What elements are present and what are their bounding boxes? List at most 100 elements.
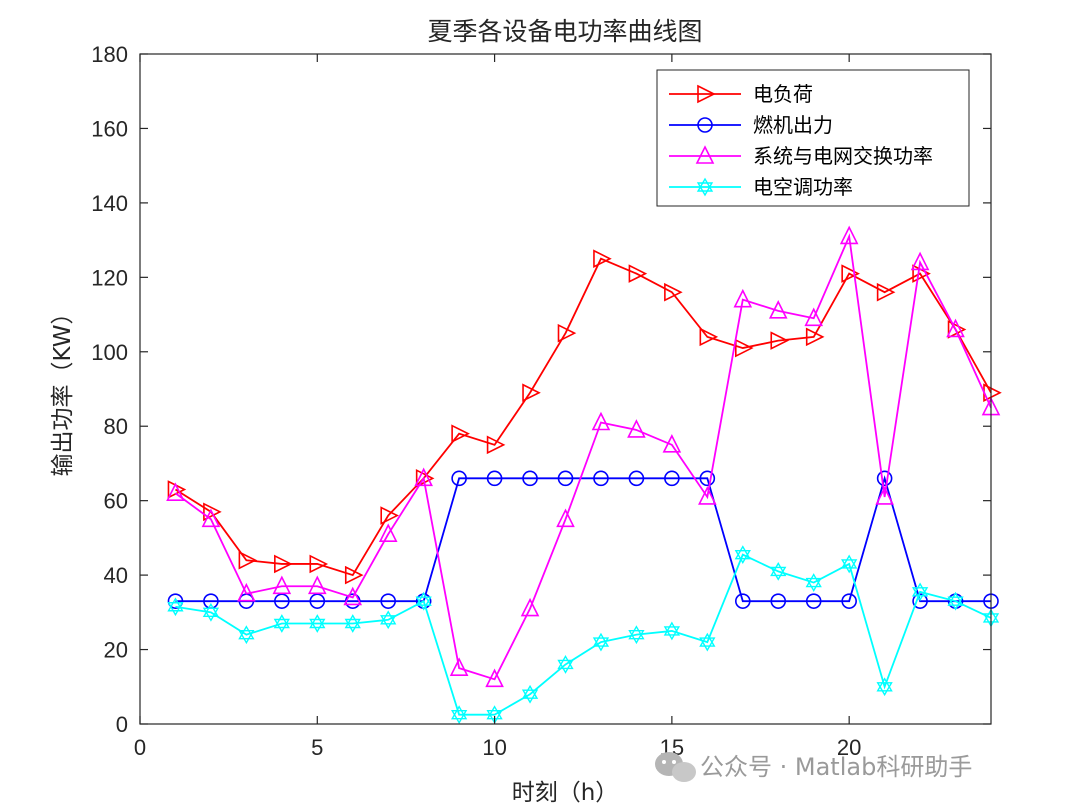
series-line	[175, 553, 992, 716]
data-point	[344, 565, 364, 585]
x-tick-label: 20	[837, 735, 861, 760]
data-point	[699, 632, 716, 652]
data-point	[876, 470, 893, 487]
data-point	[557, 655, 574, 674]
axes-box	[139, 53, 992, 725]
data-point	[805, 593, 822, 609]
data-point	[556, 508, 575, 528]
legend-marker	[697, 84, 716, 104]
data-point	[628, 470, 645, 487]
data-point	[591, 411, 611, 431]
data-point	[734, 545, 751, 565]
data-point	[167, 597, 184, 617]
data-point	[664, 282, 683, 302]
y-tick-label: 60	[104, 489, 128, 514]
data-point	[380, 593, 397, 609]
y-tick-label: 100	[91, 340, 128, 365]
data-point	[309, 593, 326, 609]
x-axis-label: 时刻（h）	[512, 780, 619, 806]
data-point	[344, 614, 361, 633]
data-point	[486, 470, 503, 487]
legend-item: 系统与电网交换功率	[669, 144, 933, 168]
data-point	[343, 586, 363, 606]
data-point	[841, 554, 858, 574]
watermark-text: 公众号 · Matlab科研助手	[700, 753, 972, 781]
y-tick-label: 120	[91, 265, 128, 290]
legend-marker	[695, 145, 715, 164]
data-point	[699, 470, 716, 487]
data-point	[663, 621, 681, 641]
data-point	[770, 331, 790, 350]
wechat-icon	[655, 752, 696, 782]
data-point	[380, 506, 399, 525]
data-point	[202, 602, 220, 622]
data-point	[947, 591, 964, 611]
data-point	[733, 288, 753, 308]
x-tick-label: 5	[311, 735, 323, 760]
data-point	[451, 470, 467, 487]
data-point	[768, 300, 788, 319]
data-point	[238, 625, 255, 645]
data-point	[451, 424, 470, 443]
legend-item: 电空调功率	[669, 175, 853, 199]
legend-marker	[696, 177, 714, 197]
data-point	[167, 593, 184, 609]
data-point	[876, 677, 893, 697]
series-3	[166, 225, 1001, 688]
data-point	[486, 435, 506, 455]
series-line	[174, 233, 992, 681]
data-point	[520, 597, 540, 617]
data-point	[839, 225, 859, 245]
legend-item: 电负荷	[669, 82, 813, 106]
data-point	[734, 593, 751, 609]
data-point	[911, 582, 929, 602]
data-point	[662, 434, 682, 453]
data-point	[201, 508, 221, 528]
legend-label: 电负荷	[753, 82, 813, 106]
data-point	[522, 383, 541, 403]
legend-label: 燃机出力	[753, 113, 833, 137]
data-point	[592, 632, 610, 652]
data-point	[841, 593, 857, 609]
data-point	[415, 591, 432, 611]
data-point	[449, 657, 469, 676]
data-point	[699, 327, 719, 347]
data-point	[841, 264, 860, 283]
data-point	[273, 614, 290, 633]
data-point	[309, 554, 329, 574]
data-point	[414, 467, 433, 487]
data-point	[203, 502, 222, 522]
data-point	[770, 593, 787, 609]
y-tick-label: 40	[104, 563, 128, 588]
data-point	[875, 486, 894, 505]
data-point	[309, 614, 326, 633]
data-point	[522, 470, 538, 487]
legend-label: 系统与电网交换功率	[753, 144, 933, 168]
series-line	[175, 475, 991, 603]
y-tick-label: 160	[91, 116, 128, 141]
data-point	[698, 486, 717, 505]
data-point	[274, 593, 290, 609]
data-point	[627, 419, 646, 438]
data-point	[378, 523, 398, 542]
data-point	[593, 470, 609, 487]
data-point	[804, 307, 824, 327]
data-point	[628, 625, 645, 645]
chart-title: 夏季各设备电功率曲线图	[427, 17, 702, 46]
y-tick-label: 140	[91, 191, 128, 216]
data-point	[274, 554, 293, 574]
data-point	[521, 684, 539, 704]
watermark: 公众号 · Matlab科研助手	[655, 752, 972, 782]
data-point	[946, 318, 965, 338]
data-point	[876, 282, 896, 302]
x-tick-label: 0	[134, 735, 146, 760]
y-tick-label: 20	[104, 638, 128, 663]
data-point	[307, 575, 327, 595]
data-point	[485, 668, 504, 688]
data-point	[272, 575, 292, 595]
y-tick-label: 0	[116, 712, 128, 737]
legend-marker	[697, 117, 713, 133]
